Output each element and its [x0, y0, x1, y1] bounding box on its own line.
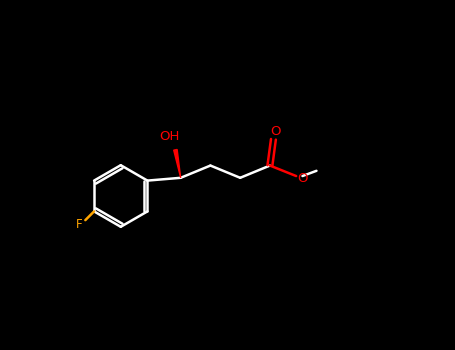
Text: O: O	[297, 172, 308, 186]
Text: F: F	[76, 218, 83, 231]
Text: O: O	[270, 125, 280, 138]
Text: OH: OH	[159, 130, 180, 143]
Polygon shape	[174, 149, 181, 178]
